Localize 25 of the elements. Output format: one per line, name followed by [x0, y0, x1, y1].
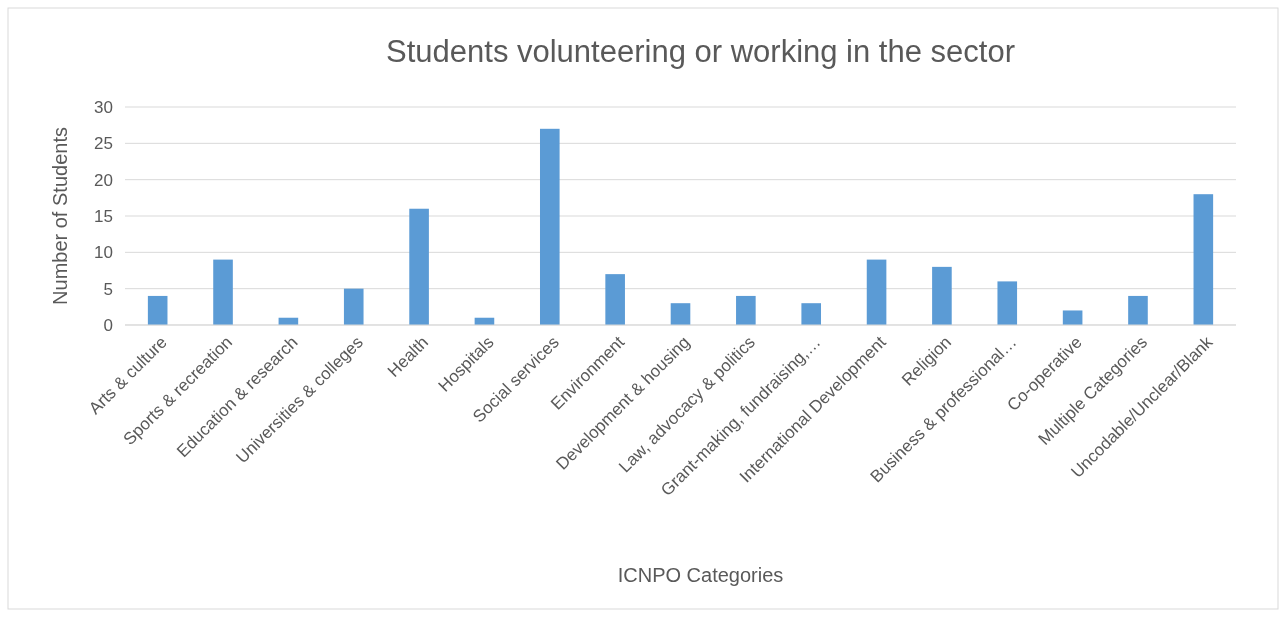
chart-title: Students volunteering or working in the sector: [386, 34, 1015, 69]
bar: [343, 288, 364, 325]
bar: [736, 295, 756, 325]
y-tick-label: 15: [94, 206, 113, 226]
bar: [670, 303, 691, 325]
bar: [866, 259, 887, 325]
y-tick-label: 0: [103, 315, 113, 335]
bar: [1062, 310, 1083, 325]
y-tick-label: 10: [94, 243, 113, 263]
x-axis-title: ICNPO Categories: [617, 564, 784, 586]
bar: [213, 259, 233, 325]
bar: [539, 128, 560, 325]
bar: [1193, 194, 1214, 325]
bar: [932, 266, 952, 325]
y-axis-title: Number of Students: [49, 127, 71, 305]
y-tick-label: 25: [94, 134, 113, 154]
bar: [147, 295, 168, 325]
y-tick-label: 20: [94, 170, 113, 190]
bar: [997, 281, 1018, 325]
y-tick-label: 30: [94, 97, 113, 117]
bar: [605, 274, 625, 325]
y-tick-label: 5: [103, 279, 113, 299]
bar: [801, 303, 822, 325]
bar: [409, 208, 429, 325]
bar: [1128, 295, 1148, 325]
